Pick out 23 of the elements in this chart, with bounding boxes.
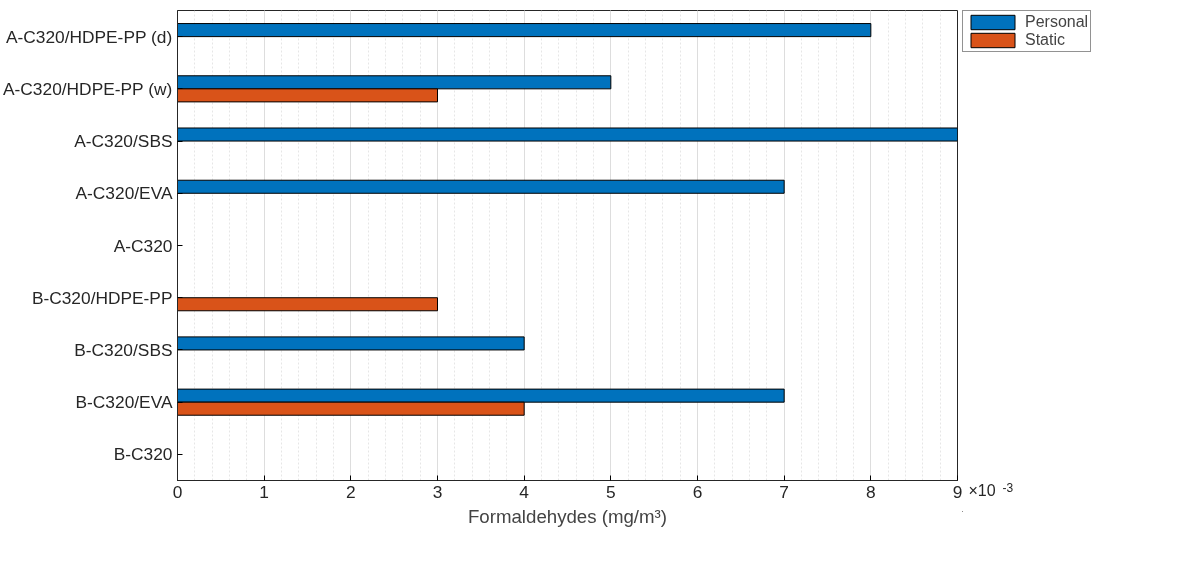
y-tick-label: A-C320/EVA [75,183,173,204]
y-tick-label: A-C320/HDPE-PP (w) [3,78,173,99]
y-tick-label: A-C320/SBS [74,131,173,152]
x-tick-label: 2 [346,481,356,502]
y-tick-label: A-C320 [113,235,173,256]
y-tick-label: B-C320/SBS [74,339,173,360]
y-tick-label: B-C320/EVA [75,392,173,413]
x-tick-label: 9 [952,481,963,502]
x-tick-label: 4 [519,481,530,502]
x-tick-label: 0 [172,481,183,502]
x-tick-label: 1 [259,481,269,502]
legend-label: Personal [1025,13,1089,31]
text: ×10-3 [968,480,1014,499]
x-tick-label: 3 [432,481,443,502]
x-tick-label: 7 [779,481,789,502]
x-tick-label: 6 [692,481,703,502]
x-tick-label: 8 [866,481,876,502]
y-tick-label: B-C320 [113,444,173,465]
x-axis-title: Formaldehydes (mg/m³) [467,505,668,527]
x-tick-label: 5 [606,481,616,502]
y-tick-label: B-C320/HDPE-PP [31,287,173,308]
legend-label: Static [1025,31,1066,49]
y-tick-label: A-C320/HDPE-PP (d) [5,26,173,47]
